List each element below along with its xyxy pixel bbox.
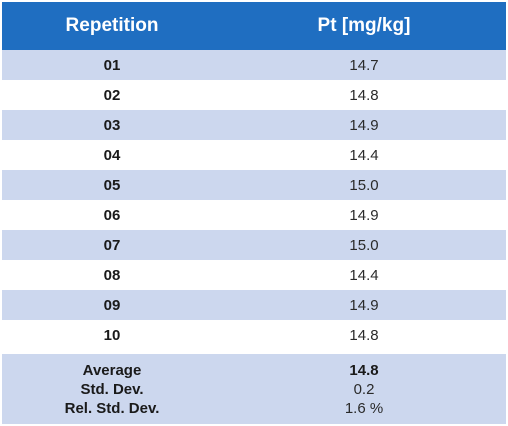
summary-labels: Average Std. Dev. Rel. Std. Dev.: [2, 354, 222, 424]
table-row: 09 14.9: [2, 290, 506, 320]
pt-cell: 14.9: [349, 296, 379, 314]
pt-cell: 14.9: [349, 206, 379, 224]
table-row: 05 15.0: [2, 170, 506, 200]
pt-cell: 14.4: [349, 146, 379, 164]
table-header: Repetition Pt [mg/kg]: [2, 2, 506, 50]
std-dev-value: 0.2: [353, 380, 375, 398]
repetition-cell: 01: [103, 56, 121, 74]
repetition-cell: 07: [103, 236, 121, 254]
std-dev-label: Std. Dev.: [80, 380, 144, 398]
pt-cell: 14.7: [349, 56, 379, 74]
summary-block: Average Std. Dev. Rel. Std. Dev. 14.8 0.…: [2, 354, 506, 424]
table-row: 03 14.9: [2, 110, 506, 140]
repetition-cell: 04: [103, 146, 121, 164]
repetition-cell: 10: [103, 326, 121, 344]
rel-std-dev-label: Rel. Std. Dev.: [64, 399, 160, 417]
pt-cell: 14.9: [349, 116, 379, 134]
average-label: Average: [82, 361, 142, 379]
rel-std-dev-value: 1.6 %: [344, 399, 384, 417]
pt-cell: 14.4: [349, 266, 379, 284]
pt-cell: 15.0: [349, 176, 379, 194]
repetition-cell: 08: [103, 266, 121, 284]
repetition-cell: 03: [103, 116, 121, 134]
repetition-cell: 09: [103, 296, 121, 314]
table-row: 04 14.4: [2, 140, 506, 170]
repetition-cell: 05: [103, 176, 121, 194]
average-value: 14.8: [349, 361, 379, 379]
table-row: 10 14.8: [2, 320, 506, 350]
repetition-cell: 02: [103, 86, 121, 104]
header-pt: Pt [mg/kg]: [317, 15, 411, 36]
table-row: 06 14.9: [2, 200, 506, 230]
table-row: 07 15.0: [2, 230, 506, 260]
summary-values: 14.8 0.2 1.6 %: [222, 354, 506, 424]
table-row: 01 14.7: [2, 50, 506, 80]
header-repetition: Repetition: [65, 15, 159, 36]
table-row: 02 14.8: [2, 80, 506, 110]
pt-cell: 14.8: [349, 326, 379, 344]
repetition-cell: 06: [103, 206, 121, 224]
table-row: 08 14.4: [2, 260, 506, 290]
pt-cell: 14.8: [349, 86, 379, 104]
pt-cell: 15.0: [349, 236, 379, 254]
